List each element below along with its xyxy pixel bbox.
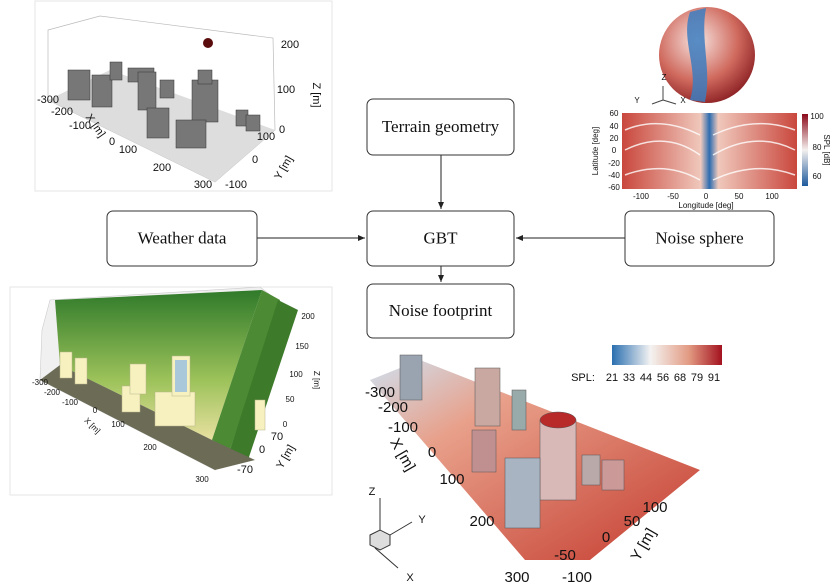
colorbar-tick-label: 80 [813,143,822,152]
x-tick-label: -200 [51,106,73,118]
y-tick-label: 20 [610,134,619,143]
z-tick-label: 0 [283,420,288,429]
axis-letter: Z [369,486,376,498]
axis-letter: X [406,572,414,584]
node-label: Noise sphere [655,228,743,247]
sphere-plot [622,7,808,189]
x-tick-label: -100 [62,398,79,407]
x-tick-label: 200 [153,162,171,174]
y-tick-label: -40 [608,171,620,180]
x-tick-label: 0 [428,444,436,461]
x-tick-label: -300 [32,378,49,387]
x-axis-label: X [m] [386,435,418,474]
x-tick-label: -300 [37,94,59,106]
x-tick-label: 0 [704,192,709,201]
x-tick-label: 100 [119,144,137,156]
y-tick-label: 60 [610,109,619,118]
z-tick-label: 200 [281,39,299,51]
x-tick-label: -100 [388,419,418,436]
colorbar-tick-label: 33 [623,372,635,384]
y-tick-label: -100 [225,179,247,191]
x-tick-label: 300 [194,179,212,191]
z-tick-label: 100 [289,370,303,379]
colorbar-tick-label: 56 [657,372,669,384]
colorbar-label: SPL [dB] [822,134,831,165]
x-axis-label: Longitude [deg] [678,201,733,210]
node-label: Terrain geometry [382,117,500,136]
diagram: Terrain geometry Weather data GBT Noise sph… [0,0,831,587]
z-tick-label: 200 [301,312,315,321]
footprint-plot [370,345,722,568]
x-tick-label: -50 [667,192,679,201]
page: {"nodes":[{"label":"Terrain geometry"},{… [0,0,831,587]
x-tick-label: 50 [735,192,744,201]
y-tick-label: 0 [602,529,610,546]
node-label: Weather data [138,228,227,247]
colorbar-title: SPL: [571,372,595,384]
y-tick-label: -70 [237,464,253,476]
axis-letter: Y [418,514,426,526]
z-axis-label: Z [m] [310,82,322,107]
x-tick-label: 0 [109,136,115,148]
colorbar-tick-label: 68 [674,372,686,384]
colorbar-tick-label: 21 [606,372,618,384]
x-tick-label: 100 [111,420,125,429]
x-tick-label: -200 [44,388,61,397]
y-axis-label: Y [m] [627,525,659,564]
x-tick-label: -100 [633,192,650,201]
x-tick-label: 100 [765,192,779,201]
axis-letter: Z [662,73,667,82]
y-tick-label: -20 [608,159,620,168]
axis-letter: X [680,96,686,105]
y-tick-label: 100 [257,131,275,143]
y-tick-label: -100 [562,569,592,586]
z-tick-label: 50 [286,395,295,404]
colorbar-tick-label: 100 [810,112,824,121]
y-tick-label: -50 [554,547,576,564]
node-label: GBT [424,228,459,247]
colorbar-tick-label: 79 [691,372,703,384]
axis-letter: Y [634,96,640,105]
colorbar-tick-label: 60 [813,172,822,181]
y-tick-label: 50 [624,513,641,530]
colorbar-tick-label: 44 [640,372,652,384]
x-tick-label: 0 [93,406,98,415]
y-tick-label: 40 [610,122,619,131]
y-tick-label: 70 [271,431,283,443]
x-tick-label: 300 [195,475,209,484]
node-label: Noise footprint [389,301,493,320]
colorbar-tick-label: 91 [708,372,720,384]
z-axis-label: Z [m] [312,371,321,389]
x-tick-label: 200 [143,443,157,452]
y-axis-label: Latitude [deg] [591,127,600,175]
x-tick-label: 300 [504,569,529,586]
y-tick-label: 100 [642,499,667,516]
z-tick-label: 100 [277,84,295,96]
z-tick-label: 150 [295,342,309,351]
x-tick-label: 100 [439,471,464,488]
z-tick-label: 0 [279,124,285,136]
x-tick-label: -200 [378,399,408,416]
x-tick-label: 200 [469,513,494,530]
y-tick-label: 0 [252,154,258,166]
y-tick-label: -60 [608,183,620,192]
y-tick-label: 0 [259,444,265,456]
y-tick-label: 0 [612,146,617,155]
